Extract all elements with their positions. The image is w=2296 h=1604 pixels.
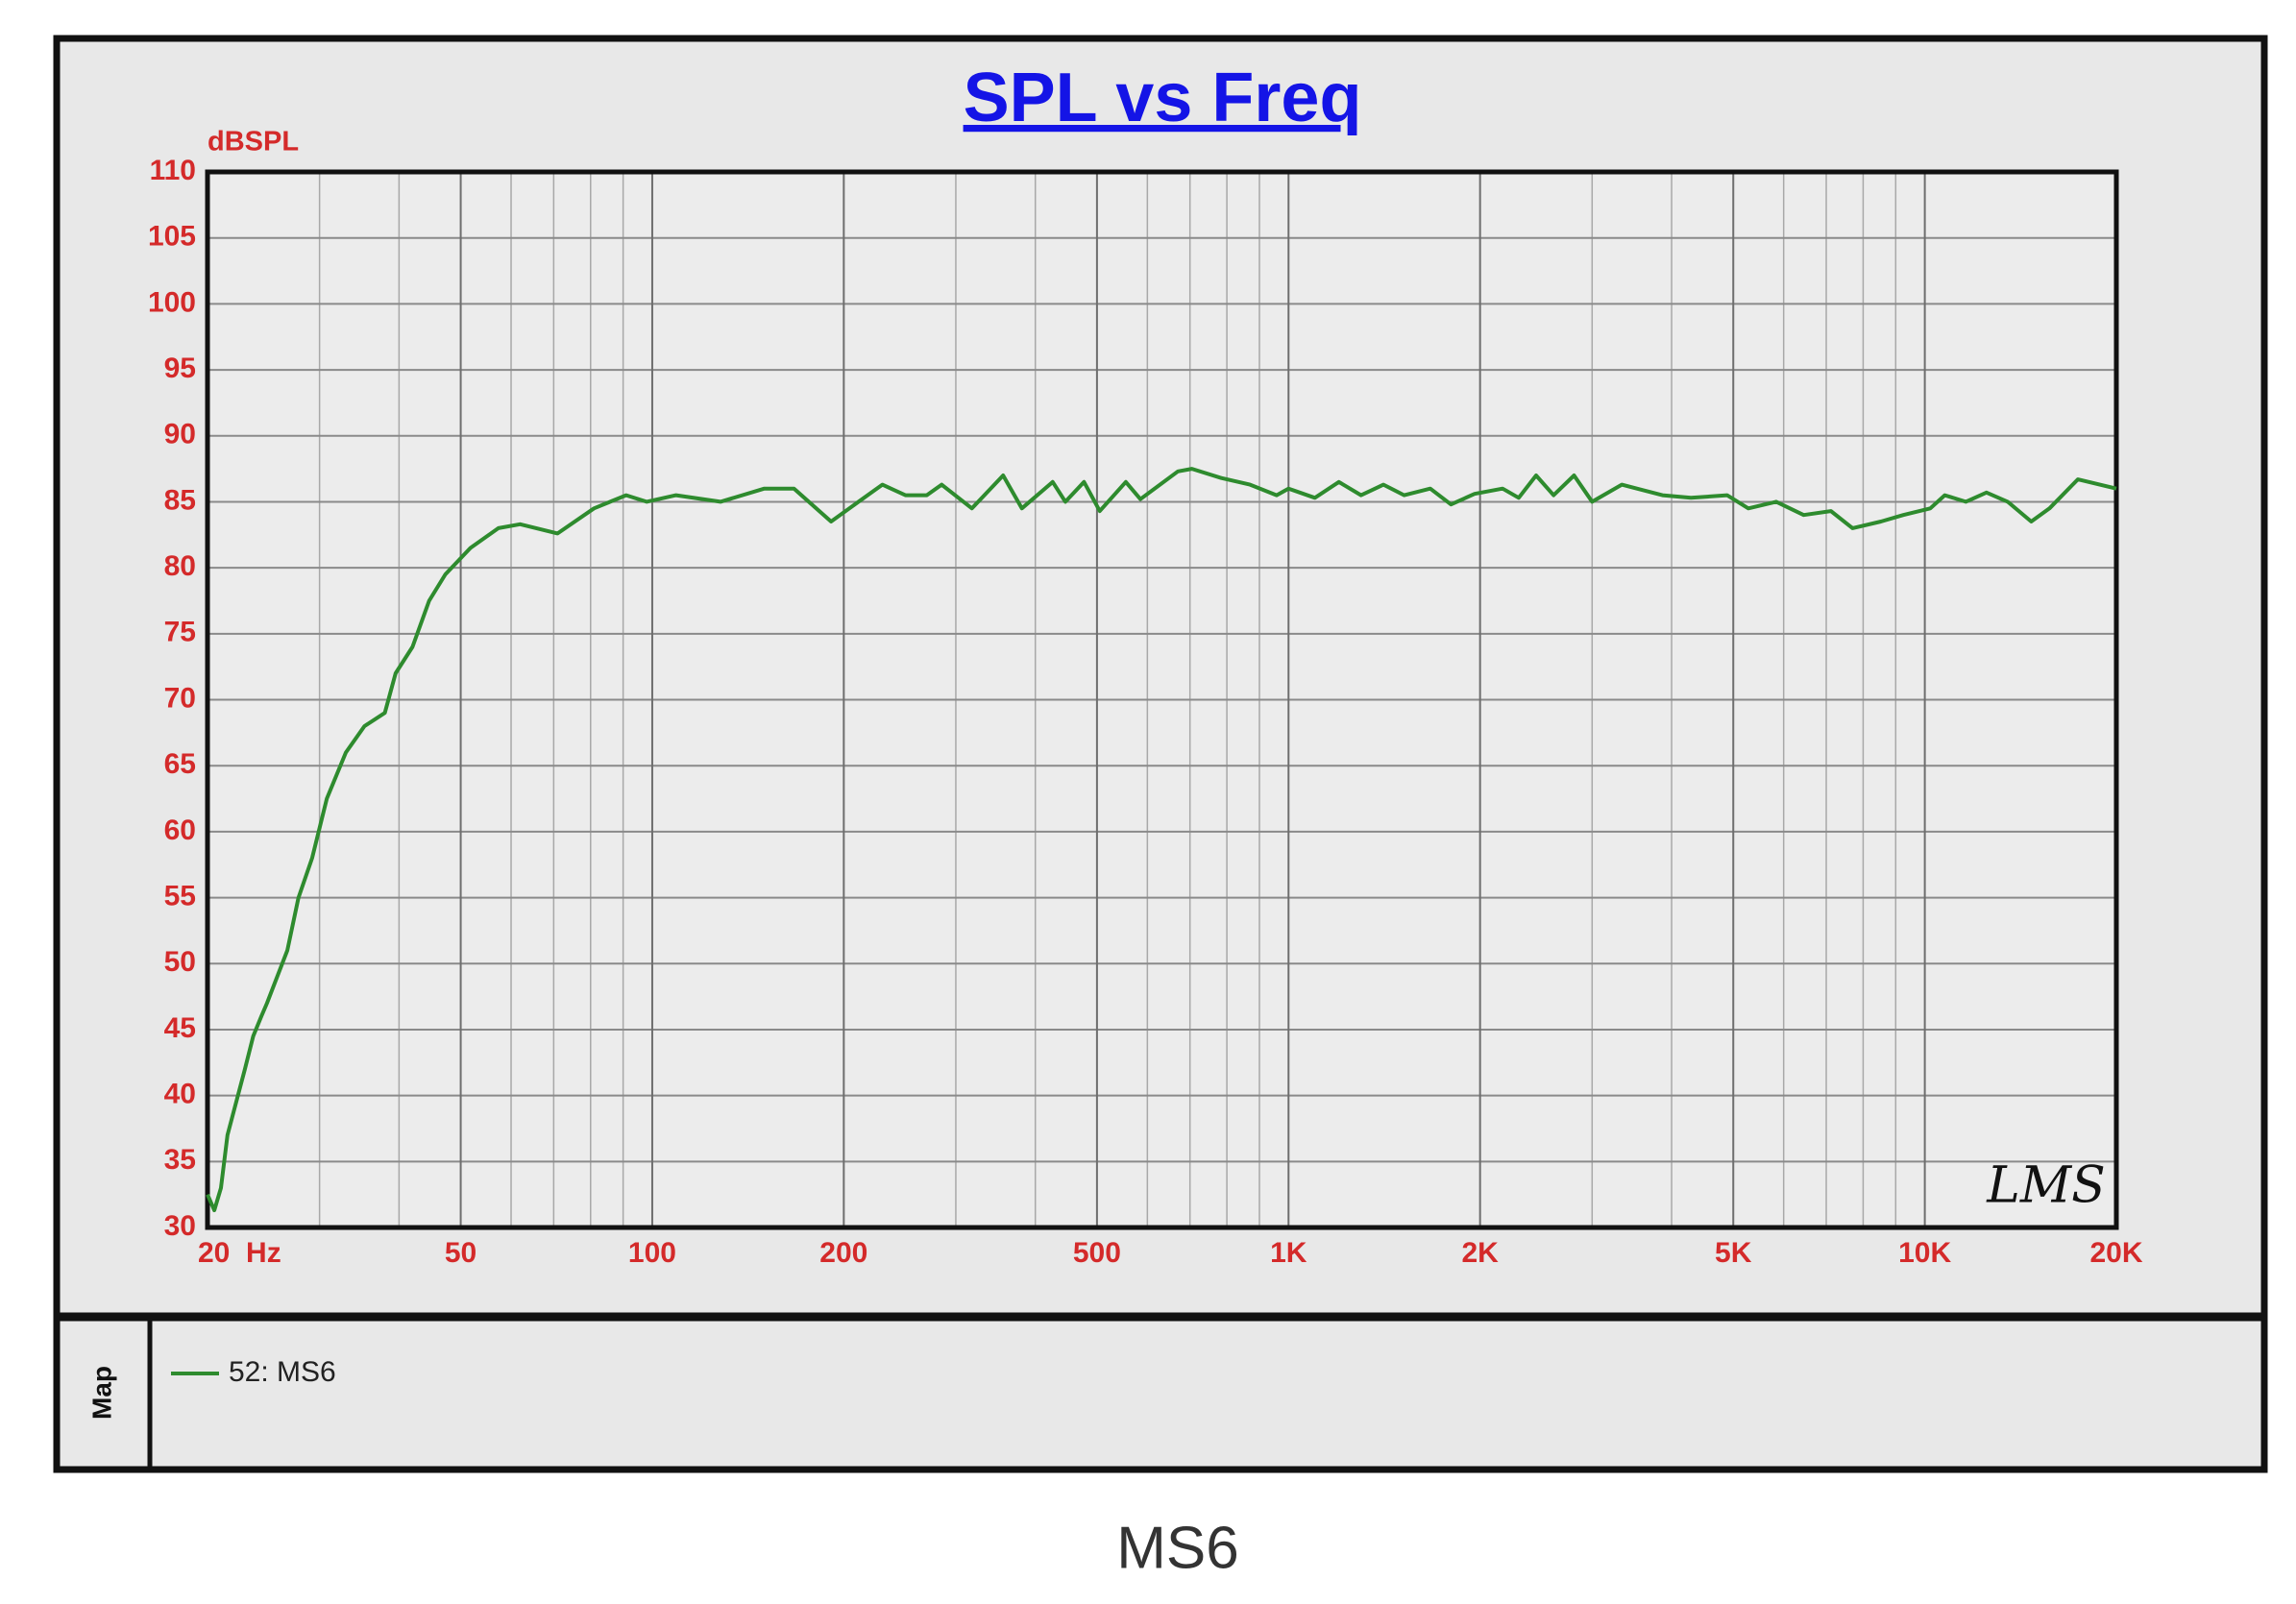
- y-tick-label: 40: [164, 1079, 196, 1110]
- legend-title: Map: [86, 1366, 116, 1420]
- y-tick-label: 110: [150, 155, 196, 186]
- chart-title: SPL vs Freq: [964, 60, 1362, 136]
- y-tick-label: 45: [164, 1012, 196, 1044]
- y-tick-label: 65: [164, 748, 196, 780]
- x-tick-label: 5K: [1715, 1237, 1752, 1269]
- logo: LMS: [1986, 1157, 2105, 1215]
- y-tick-label: 105: [148, 221, 196, 253]
- y-tick-label: 75: [164, 617, 196, 648]
- y-tick-label: 60: [164, 814, 196, 846]
- x-tick-label: 20 Hz: [198, 1237, 281, 1269]
- y-axis-label: dBSPL: [208, 127, 299, 158]
- x-tick-label: 20K: [2089, 1237, 2142, 1269]
- legend-label: 52: MS6: [229, 1356, 336, 1388]
- y-tick-label: 70: [164, 682, 196, 714]
- x-tick-label: 100: [628, 1237, 676, 1269]
- y-tick-label: 100: [148, 286, 196, 318]
- plot-border: [205, 169, 2119, 1230]
- caption: MS6: [1116, 1515, 1238, 1581]
- y-tick-label: 95: [164, 352, 196, 384]
- y-tick-label: 50: [164, 946, 196, 978]
- x-tick-label: 2K: [1461, 1237, 1499, 1269]
- y-tick-label: 30: [164, 1210, 196, 1242]
- y-tick-label: 55: [164, 880, 196, 911]
- data-line: [206, 467, 2117, 1213]
- x-tick-label: 200: [819, 1237, 867, 1269]
- x-tick-label: 10K: [1898, 1237, 1951, 1269]
- plot-area: 30 35 40 45 50 55 60 65 70 75 80 85 90 95 100 105 110 20 …: [148, 155, 2143, 1269]
- y-tick-label: 85: [164, 484, 196, 516]
- x-tick-label: 1K: [1270, 1237, 1307, 1269]
- y-tick-label: 35: [164, 1144, 196, 1176]
- x-tick-label: 50: [445, 1237, 476, 1269]
- x-tick-label: 500: [1073, 1237, 1121, 1269]
- y-tick-label: 90: [164, 419, 196, 450]
- y-tick-label: 80: [164, 550, 196, 582]
